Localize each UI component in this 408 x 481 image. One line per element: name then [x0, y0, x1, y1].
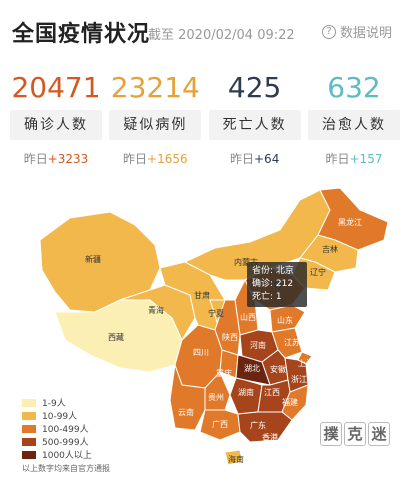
china-map: 新疆 西藏 青海 甘肃 内蒙古 黑龙江 吉林 辽宁 宁夏 山西 陕西 山东 河南…	[39, 187, 389, 466]
province-yunnan[interactable]	[169, 364, 206, 431]
as-of-timestamp: 截至 2020/02/04 09:22	[148, 28, 295, 43]
legend-label: 10-99人	[42, 412, 78, 422]
yesterday-prefix: 昨日	[229, 152, 254, 166]
label-xizang: 西藏	[108, 332, 124, 342]
question-icon: ?	[321, 24, 336, 39]
label-fujian: 福建	[282, 397, 298, 407]
province-guangdong[interactable]	[237, 411, 293, 443]
stat-yesterday: 昨日+3233	[10, 150, 102, 167]
label-liaoning: 辽宁	[310, 267, 326, 277]
label-jiangxi: 江西	[264, 388, 280, 397]
label-guizhou: 贵州	[208, 392, 224, 402]
legend-swatch	[22, 437, 36, 446]
watermark: 撲 克 迷	[320, 422, 390, 446]
watermark-char: 克	[344, 422, 366, 446]
legend-item: 10-99人	[22, 409, 110, 422]
legend-item: 100-499人	[22, 422, 110, 435]
legend-label: 100-499人	[42, 425, 89, 435]
watermark-char: 迷	[368, 422, 390, 446]
stat-yesterday: 昨日+1656	[109, 150, 201, 167]
legend-swatch	[22, 398, 36, 407]
stat-deaths: 425 死亡人数 昨日+64	[208, 71, 301, 167]
label-henan: 河南	[250, 340, 266, 350]
label-hongkong: 香港	[262, 432, 278, 442]
label-hubei: 湖北	[244, 364, 260, 373]
legend-label: 500-999人	[42, 438, 89, 448]
yesterday-prefix: 昨日	[325, 152, 350, 166]
yesterday-value: +1656	[147, 152, 188, 166]
map-legend: 1-9人 10-99人 100-499人 500-999人 1000人以上 以上…	[22, 396, 110, 474]
legend-item: 500-999人	[22, 435, 110, 448]
stat-value: 20471	[11, 71, 101, 104]
legend-label: 1000人以上	[42, 451, 92, 461]
label-shandong: 山东	[277, 315, 293, 325]
yesterday-prefix: 昨日	[23, 152, 48, 166]
data-explanation-label: 数据说明	[339, 26, 392, 41]
province-jiangsu[interactable]	[271, 327, 303, 359]
label-neimenggu: 内蒙古	[234, 257, 258, 267]
legend-swatch	[22, 411, 36, 420]
yesterday-value: +157	[349, 152, 383, 166]
label-shanghai: 上海	[298, 358, 314, 368]
stat-yesterday: 昨日+157	[308, 150, 400, 167]
label-qinghai: 青海	[148, 305, 164, 315]
stat-yesterday: 昨日+64	[209, 150, 301, 167]
label-anhui: 安徽	[270, 364, 286, 374]
stat-suspected: 23214 疑似病例 昨日+1656	[109, 71, 202, 167]
label-guangxi: 广西	[212, 419, 228, 429]
legend-item: 1-9人	[22, 396, 110, 409]
stat-confirmed: 20471 确诊人数 昨日+3233	[10, 72, 102, 167]
tooltip-province: 省份: 北京	[252, 266, 294, 276]
label-jilin: 吉林	[322, 244, 338, 254]
label-heilongjiang: 黑龙江	[338, 217, 362, 227]
label-shaanxi: 陕西	[222, 332, 238, 342]
province-hainan[interactable]	[224, 449, 243, 466]
label-sichuan: 四川	[193, 348, 209, 357]
label-ningxia: 宁夏	[208, 308, 224, 318]
stat-label: 确诊人数	[10, 110, 102, 140]
legend-label: 1-9人	[42, 399, 66, 409]
stat-value: 425	[227, 71, 282, 104]
watermark-char: 撲	[320, 422, 342, 446]
province-tooltip: 省份: 北京 确诊: 212 死亡: 1	[247, 262, 307, 307]
label-xinjiang: 新疆	[85, 254, 101, 264]
label-shanxi: 山西	[240, 312, 256, 322]
data-explanation-link[interactable]: ? 数据说明	[321, 22, 392, 41]
stat-label: 死亡人数	[208, 110, 301, 140]
stat-value: 23214	[110, 71, 200, 104]
label-hainan: 海南	[228, 454, 244, 464]
legend-note: 以上数字均来自官方通报	[22, 464, 110, 473]
label-chongqing: 重庆	[216, 368, 232, 378]
yesterday-prefix: 昨日	[123, 152, 148, 166]
label-hunan: 湖南	[238, 387, 254, 397]
legend-item: 1000人以上	[22, 448, 110, 461]
stat-value: 632	[327, 71, 381, 104]
tooltip-deaths: 死亡: 1	[252, 292, 282, 302]
yesterday-value: +3233	[47, 152, 89, 166]
stats-row: 20471 确诊人数 昨日+3233 23214 疑似病例 昨日+1656 42…	[10, 72, 400, 167]
stat-label: 疑似病例	[109, 110, 202, 140]
province-heilongjiang[interactable]	[317, 187, 389, 251]
page-title: 全国疫情状况	[12, 22, 151, 47]
legend-swatch	[22, 450, 36, 459]
stat-cured: 632 治愈人数 昨日+157	[307, 71, 400, 167]
stat-label: 治愈人数	[307, 110, 400, 140]
label-guangdong: 广东	[250, 420, 266, 430]
label-zhejiang: 浙江	[291, 374, 307, 384]
label-gansu: 甘肃	[194, 290, 210, 300]
label-yunnan: 云南	[178, 407, 194, 417]
tooltip-confirmed: 确诊: 212	[252, 279, 294, 289]
yesterday-value: +64	[254, 152, 280, 166]
label-jiangsu: 江苏	[284, 337, 300, 347]
legend-swatch	[22, 424, 36, 433]
